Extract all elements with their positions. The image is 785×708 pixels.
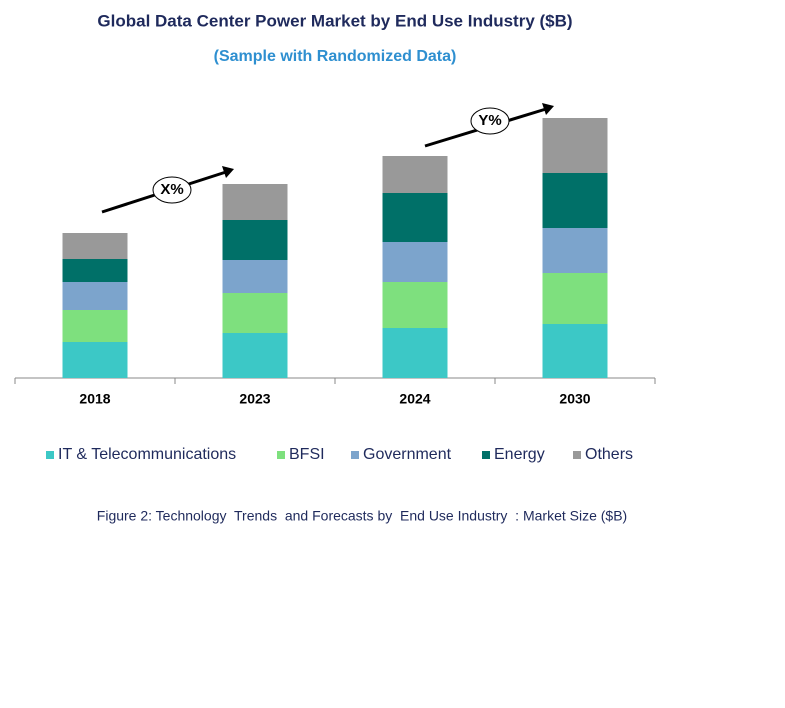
legend-label: Energy [494, 446, 545, 463]
bar-segment [62, 342, 128, 378]
bar-segment [222, 184, 288, 220]
bar-segment [62, 259, 128, 282]
bar-segment [62, 233, 128, 259]
bar-segment [382, 282, 448, 328]
bar-segment [62, 310, 128, 342]
legend-label: Government [363, 446, 452, 463]
annotation: Y% [478, 112, 501, 129]
bar-segment [222, 260, 288, 293]
bar-segment [542, 324, 608, 378]
legend-swatch [482, 451, 490, 459]
legend-swatch [573, 451, 581, 459]
x-tick-label: 2024 [399, 391, 430, 407]
growth-arrow: Y% [424, 103, 554, 148]
bar-segment [542, 273, 608, 324]
x-tick-label: 2023 [239, 391, 270, 407]
legend-label: BFSI [289, 446, 325, 463]
bar-segment [382, 193, 448, 242]
chart-subtitle: (Sample with Randomized Data) [214, 48, 457, 65]
legend-label: IT & Telecommunications [58, 446, 236, 463]
bar-segment [542, 118, 608, 173]
chart-title: Global Data Center Power Market by End U… [97, 11, 572, 30]
bar-segment [62, 282, 128, 310]
x-tick-label: 2030 [559, 391, 590, 407]
bar-segment [382, 328, 448, 378]
bar-segment [222, 293, 288, 333]
legend-swatch [351, 451, 359, 459]
bar-segment [542, 173, 608, 228]
caption: Figure 2: Technology Trends and Forecast… [97, 508, 627, 524]
bar-segment [222, 333, 288, 378]
growth-arrow: X% [101, 166, 234, 214]
legend-swatch [277, 451, 285, 459]
legend-swatch [46, 451, 54, 459]
annotation: X% [160, 181, 183, 198]
bar-segment [542, 228, 608, 273]
x-tick-label: 2018 [79, 391, 110, 407]
legend-label: Others [585, 446, 633, 463]
bar-segment [382, 156, 448, 193]
bar-segment [382, 242, 448, 282]
bar-segment [222, 220, 288, 260]
